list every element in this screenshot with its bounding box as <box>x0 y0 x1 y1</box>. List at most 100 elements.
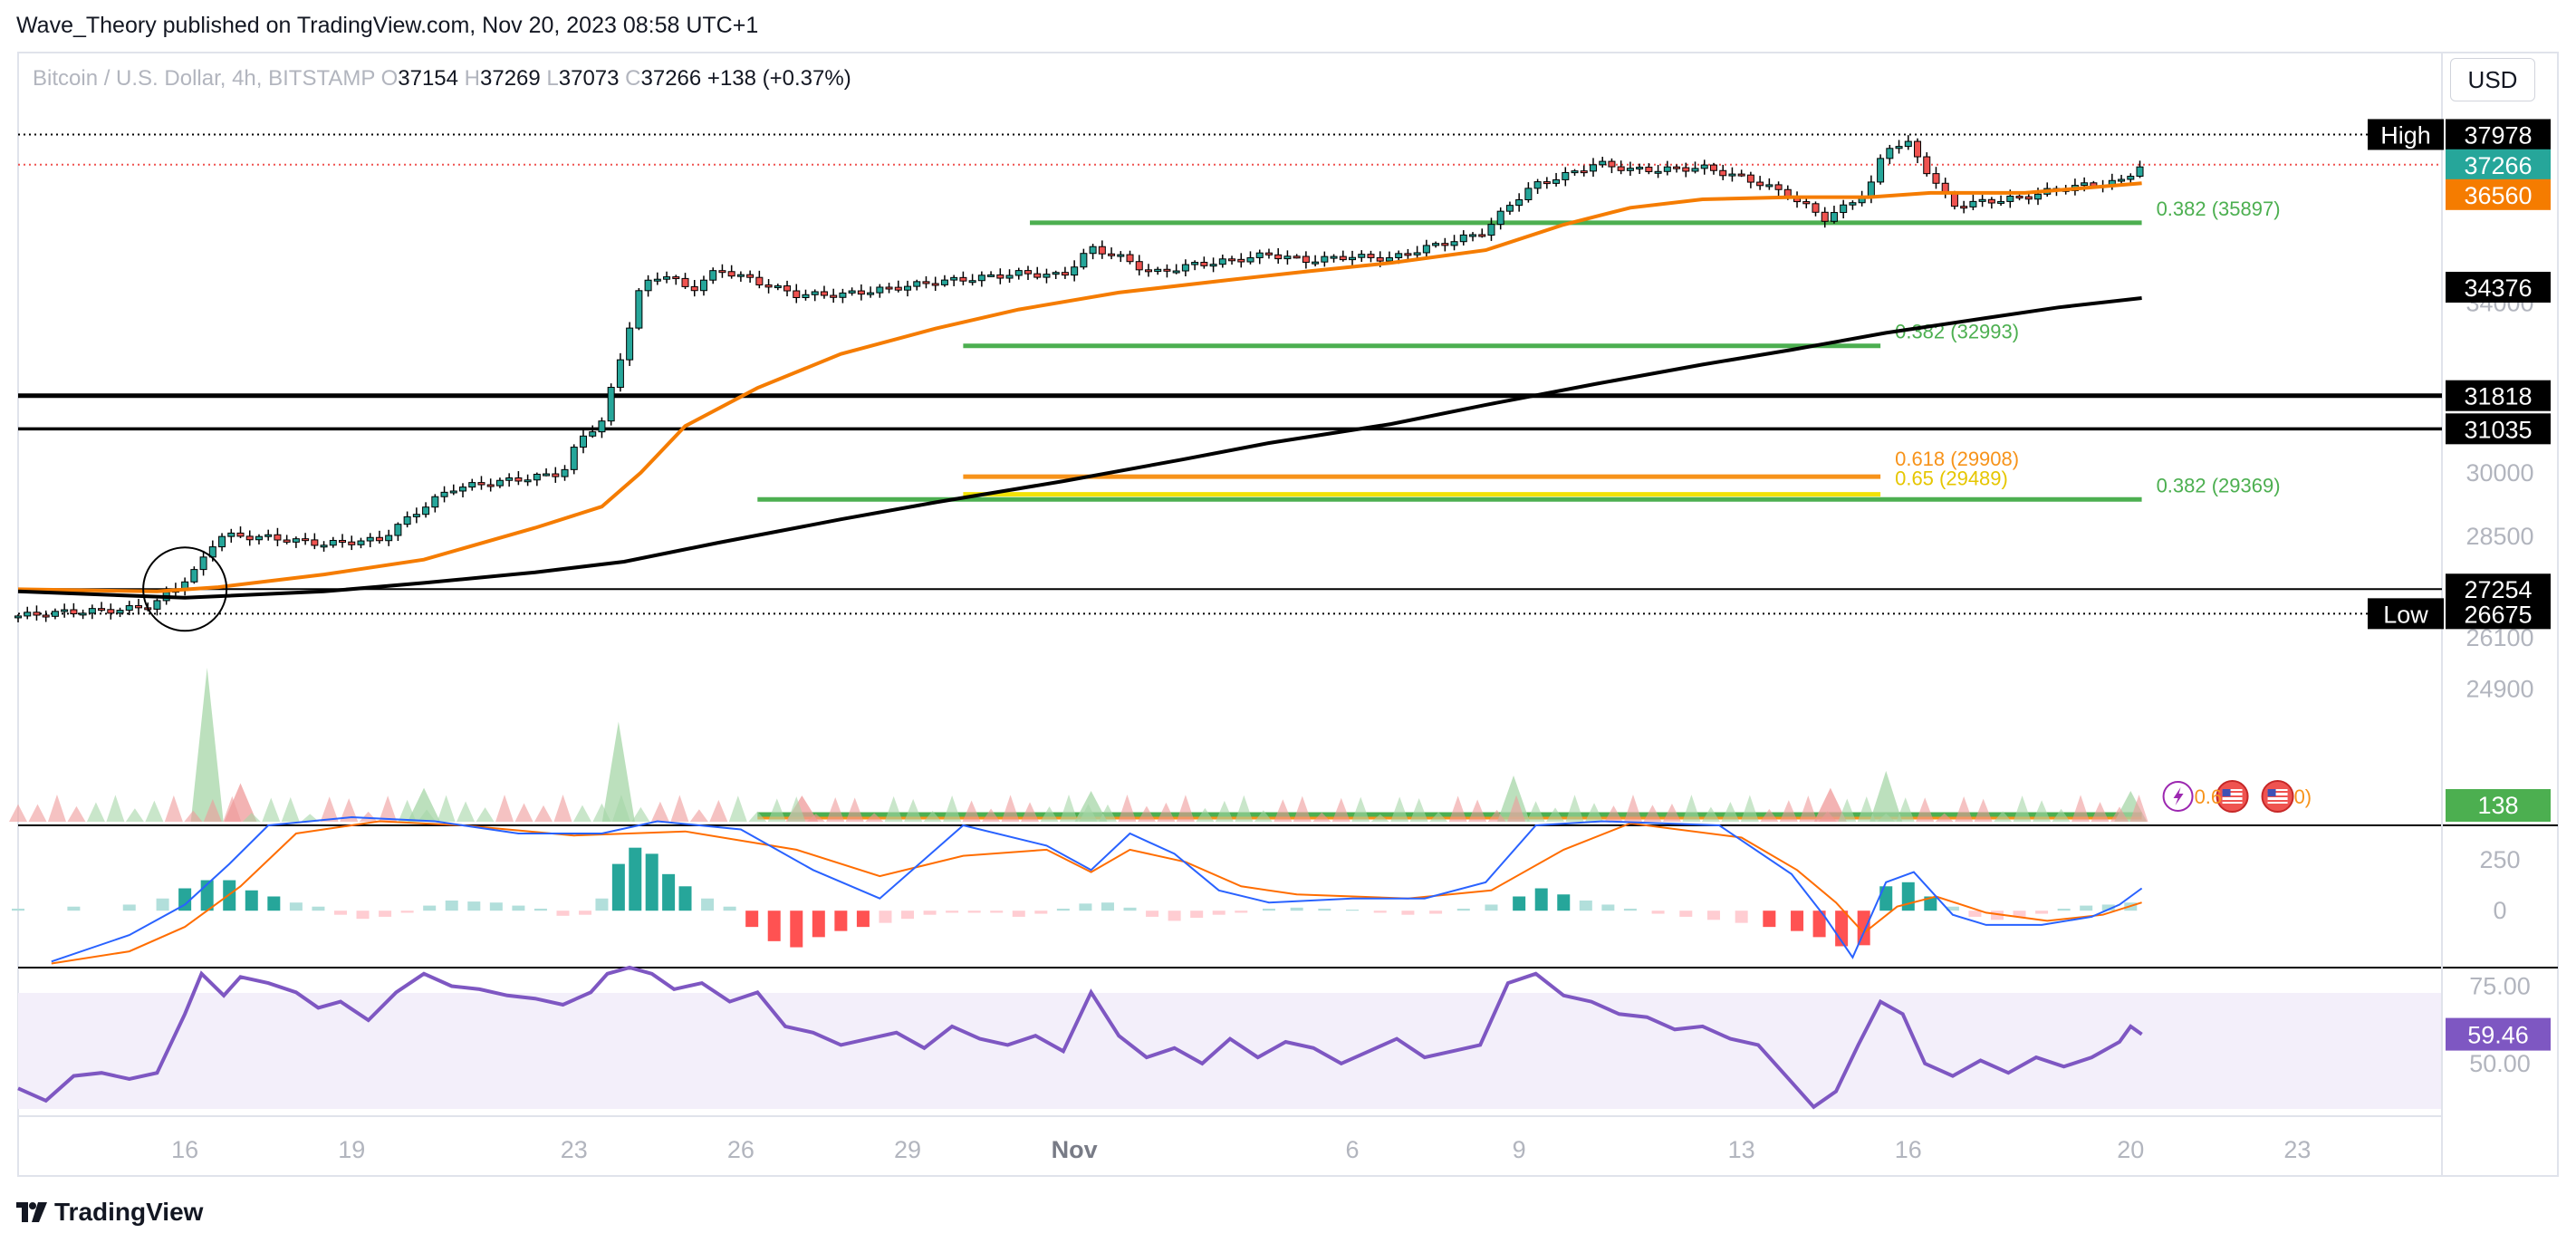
candle-body <box>718 270 726 274</box>
candle <box>681 273 689 290</box>
volume-bar <box>787 796 806 822</box>
volume-bar <box>1060 795 1079 822</box>
candle <box>977 271 985 287</box>
tag-high <box>2368 119 2444 150</box>
macd-hist-bar <box>678 886 692 911</box>
volume-bar <box>2033 800 2052 822</box>
candle-body <box>2136 166 2144 178</box>
volume-bar <box>1701 806 1720 822</box>
candle-body <box>449 490 457 494</box>
candle-body <box>1932 173 1940 184</box>
candle-body <box>1682 167 1690 172</box>
candle-body <box>1719 169 1727 177</box>
volume-bar <box>650 801 669 822</box>
candle <box>468 478 476 491</box>
macd-hist-bar <box>611 863 625 911</box>
flag-stripe <box>2222 795 2243 797</box>
candle <box>348 535 356 551</box>
flag-stripe <box>2267 800 2288 802</box>
candle <box>857 284 865 301</box>
candle-body <box>653 278 661 282</box>
candle-body <box>1450 241 1458 246</box>
candle-body <box>1737 173 1745 177</box>
candle-body <box>199 556 207 571</box>
candle-body <box>2081 182 2089 187</box>
candle-body <box>1700 164 1708 169</box>
candle <box>1895 140 1903 154</box>
candle-body <box>1330 255 1338 259</box>
candle-body <box>1904 140 1912 148</box>
candle-body <box>1089 246 1097 255</box>
volume-pane: 0.6 0) <box>9 668 2312 822</box>
candle-body <box>1005 275 1014 279</box>
candle <box>699 275 707 296</box>
candle-body <box>1599 160 1607 166</box>
price-tick: 24900 <box>2465 675 2533 702</box>
candle-body <box>755 276 764 285</box>
candle <box>1441 237 1449 252</box>
rsi-pane <box>17 965 2143 1110</box>
price-badge-26675 <box>2446 598 2551 630</box>
macd-hist-bar <box>629 847 642 911</box>
time-tick: 20 <box>2117 1136 2144 1163</box>
currency-button[interactable]: USD <box>2450 58 2535 101</box>
candle-body <box>1691 168 1699 172</box>
candle-body <box>245 535 254 541</box>
candle-body <box>412 514 420 517</box>
candle-body <box>1617 166 1625 171</box>
candle <box>1302 251 1310 269</box>
tradingview-logo[interactable]: TradingView <box>16 1198 203 1227</box>
candle <box>1932 167 1940 189</box>
macd-hist-bar <box>1212 911 1226 915</box>
volume-fib-label-b: 0) <box>2294 785 2312 808</box>
candle <box>1580 165 1588 177</box>
candle <box>885 283 893 294</box>
candle <box>755 270 764 289</box>
candle <box>931 276 939 292</box>
candle <box>1691 161 1699 174</box>
volume-bar <box>1137 805 1156 822</box>
candle-body <box>1636 167 1644 170</box>
candle-body <box>950 276 958 281</box>
volume-bar <box>1157 802 1176 822</box>
candle-body <box>116 610 124 614</box>
volume-bar <box>1507 795 1526 822</box>
volume-bar <box>476 807 495 822</box>
candle <box>718 264 726 278</box>
volume-bar <box>1429 812 1448 822</box>
candle-body <box>2127 176 2135 180</box>
volume-bar <box>281 796 300 822</box>
macd-hist-bar <box>67 906 81 911</box>
candle-body <box>1496 210 1504 226</box>
candle-body <box>644 279 652 292</box>
candle-body <box>839 292 847 298</box>
macd-hist-bar <box>1318 908 1331 911</box>
candle-body <box>2015 196 2023 199</box>
candle-body <box>1487 224 1495 236</box>
candle-body <box>302 538 310 542</box>
legend-change: +138 (+0.37%) <box>701 66 851 91</box>
volume-bar <box>145 800 164 822</box>
candle-body <box>1228 258 1236 262</box>
candle-body <box>255 535 263 541</box>
price-badge-36560 <box>2446 178 2551 210</box>
legend-ohlc-value: 37073 <box>559 66 620 91</box>
price-pane: 0.382 (35897)0.382 (32993)0.618 (29908)0… <box>14 133 2442 632</box>
candle-body <box>1209 264 1217 267</box>
candle-body <box>1098 246 1106 255</box>
candle <box>24 606 32 620</box>
volume-bar <box>67 805 86 822</box>
rsi-line <box>17 965 2143 1110</box>
candle-body <box>996 274 1004 279</box>
candle <box>79 609 87 620</box>
candle <box>1552 172 1561 187</box>
candle <box>1293 254 1301 259</box>
macd-hist-bar <box>1190 911 1204 919</box>
macd-hist-bar <box>423 905 437 911</box>
candle <box>292 536 300 548</box>
candle-body <box>904 285 912 291</box>
candle-body <box>236 532 245 537</box>
macd-hist-bar <box>767 911 781 941</box>
volume-bar <box>1955 795 1974 822</box>
